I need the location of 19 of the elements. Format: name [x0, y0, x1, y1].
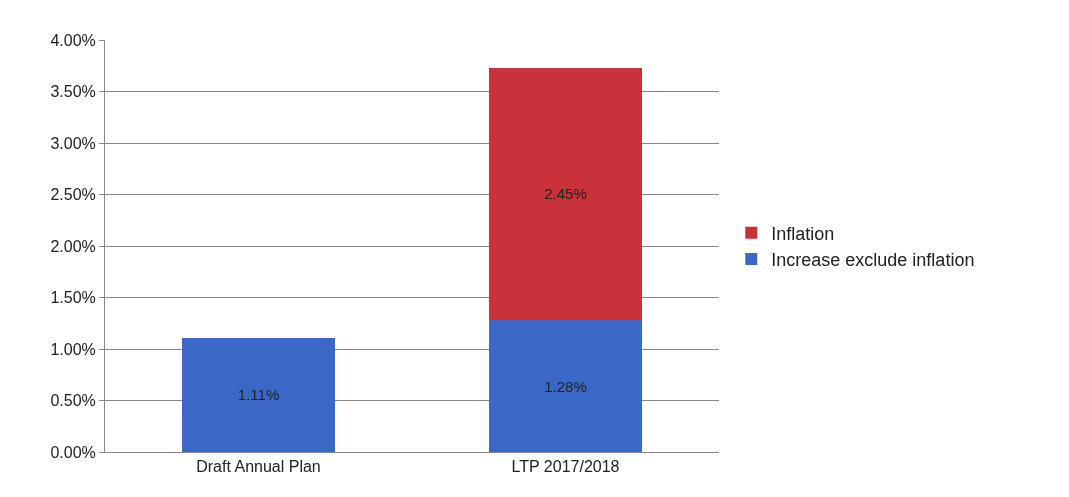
- y-tick-label: 0.00%: [50, 443, 96, 461]
- x-tick-label: Draft Annual Plan: [196, 458, 321, 476]
- bar: [181, 337, 336, 452]
- bar: [488, 320, 643, 452]
- y-tick-label: 4.00%: [50, 31, 96, 49]
- y-tick-label: 1.50%: [50, 289, 96, 307]
- y-tick-label: 1.00%: [50, 340, 96, 358]
- y-tick-label: 3.50%: [50, 83, 96, 101]
- data-label: 1.28%: [544, 377, 587, 395]
- y-tick-label: 3.00%: [50, 134, 96, 152]
- legend-label: Inflation: [771, 223, 835, 244]
- y-tick-label: 2.50%: [50, 186, 96, 204]
- x-tick-label: LTP 2017/2018: [511, 458, 620, 476]
- data-label: 1.11%: [237, 386, 280, 404]
- y-tick-label: 2.00%: [50, 237, 96, 255]
- y-tick-label: 0.50%: [50, 392, 96, 410]
- bar: [488, 67, 643, 321]
- legend-label: Increase exclude inflation: [771, 250, 975, 271]
- data-label: 2.45%: [544, 185, 587, 203]
